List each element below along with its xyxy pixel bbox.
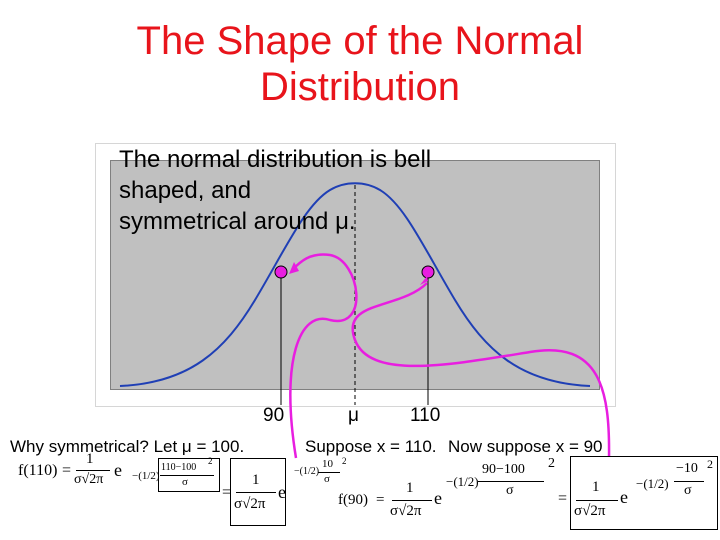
f110-eq-2: =	[222, 484, 232, 501]
axis-label-90: 90	[263, 405, 285, 426]
arrow-90-head	[420, 276, 428, 285]
f110-sq: 2	[208, 456, 213, 466]
f90-e: e	[434, 488, 442, 508]
f90-sq: 2	[548, 456, 555, 471]
f110-sqrt: σ√2π	[74, 472, 104, 487]
f110-num: 110−100	[161, 462, 197, 473]
f90-one: 1	[406, 480, 414, 496]
arrow-from-110-caption	[289, 253, 358, 459]
f110-sqrt-2: σ√2π	[234, 496, 266, 512]
f90-neg10-bar	[674, 481, 704, 482]
title-line-1: The Shape of the Normal	[136, 19, 584, 63]
f110-eq: =	[62, 462, 72, 479]
f110-ten-bar	[318, 472, 340, 473]
f90-sq-2: 2	[707, 457, 713, 471]
description-text: The normal distribution is bell shaped, …	[119, 144, 431, 237]
f110-half: −(1/2)	[132, 470, 160, 482]
f110-e: e	[114, 460, 122, 480]
f90-e-2: e	[620, 487, 628, 507]
f110-fraction-bar	[76, 470, 110, 471]
caption-why-symmetrical: Why symmetrical? Let μ = 100.	[10, 437, 245, 456]
arrow-110-head	[289, 262, 299, 274]
slide-title: The Shape of the Normal Distribution	[0, 18, 720, 110]
plot-area	[110, 160, 600, 390]
caption-suppose-90: Now suppose x = 90	[448, 437, 603, 456]
f110-half-2: −(1/2)	[294, 466, 320, 477]
f90-sigma: σ	[506, 483, 514, 498]
f90-num: 90−100	[482, 462, 525, 477]
f90-fraction-bar-2	[576, 500, 618, 501]
marker-110	[421, 265, 435, 279]
bell-curve	[119, 182, 591, 387]
arrow-from-90-caption	[351, 282, 611, 459]
f110-ten: 10	[322, 458, 333, 470]
f90-sqrt: σ√2π	[390, 503, 422, 519]
f110-one-2: 1	[252, 472, 260, 488]
f90-eq-2: =	[558, 490, 568, 507]
marker-90	[274, 265, 288, 279]
axis-label-110: 110	[410, 405, 441, 426]
f110-fraction-bar-2	[236, 492, 276, 493]
f90-exp-bar	[478, 481, 544, 482]
f110-sigma-2: σ	[324, 473, 330, 485]
f90-sqrt-2: σ√2π	[574, 503, 606, 519]
f90-sigma-2: σ	[684, 483, 692, 498]
f110-e-2: e	[278, 482, 286, 502]
caption-suppose-110: Suppose x = 110.	[305, 437, 437, 456]
title-line-2: Distribution	[259, 65, 461, 109]
f110-one: 1	[86, 451, 94, 467]
f110-sigma: σ	[182, 476, 188, 488]
description-line-3: symmetrical around μ.	[119, 208, 356, 235]
f90-fraction-bar	[392, 500, 432, 501]
f90-one-2: 1	[592, 479, 600, 495]
axis-label-mu: μ	[348, 405, 359, 426]
f90-eq: =	[376, 492, 385, 508]
f110-sq-2: 2	[342, 456, 347, 466]
f90-half: −(1/2)	[446, 474, 479, 489]
f110-lhs: f(110)	[18, 462, 58, 479]
description-line-2: shaped, and	[119, 177, 252, 204]
f90-lhs: f(90)	[338, 492, 368, 508]
formula-box-90	[570, 456, 718, 530]
description-line-1: The normal distribution is bell	[119, 146, 432, 173]
f110-exp-bar	[160, 475, 214, 476]
f90-half-2: −(1/2)	[636, 476, 669, 491]
f90-neg10: −10	[676, 461, 698, 476]
